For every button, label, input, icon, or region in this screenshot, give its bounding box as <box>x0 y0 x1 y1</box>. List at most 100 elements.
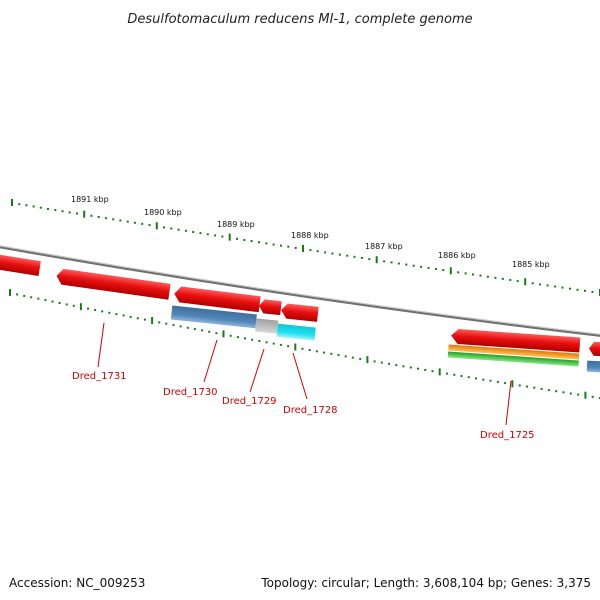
inner-minor-tick <box>475 377 477 380</box>
inner-minor-tick <box>496 380 499 383</box>
outer-minor-tick <box>97 216 100 218</box>
inner-minor-tick <box>446 372 448 375</box>
outer-major-tick <box>524 278 527 286</box>
scale-label-1889: 1889 kbp <box>217 220 255 229</box>
outer-minor-tick <box>434 268 437 270</box>
feature-bar-orange[interactable] <box>448 344 580 360</box>
gene-arrow-dred-1728[interactable] <box>280 303 319 322</box>
outer-minor-tick <box>531 282 534 285</box>
outer-minor-tick <box>141 222 144 225</box>
outer-major-tick <box>83 210 86 218</box>
outer-minor-tick <box>412 264 415 267</box>
leader-line-dred-1730 <box>203 339 218 383</box>
inner-minor-tick <box>108 311 111 314</box>
inner-minor-tick <box>555 390 558 393</box>
inner-minor-tick <box>467 376 470 379</box>
outer-minor-tick <box>199 232 202 235</box>
inner-minor-tick <box>330 352 333 355</box>
inner-minor-tick <box>424 369 427 371</box>
outer-minor-tick <box>420 265 423 268</box>
outer-minor-tick <box>112 218 115 221</box>
feature-bar-blue-edge[interactable] <box>586 360 600 373</box>
inner-minor-tick <box>172 324 175 327</box>
outer-minor-tick <box>47 207 49 210</box>
inner-minor-tick <box>337 354 340 357</box>
gene-label-dred-1725[interactable]: Dred_1725 <box>480 430 535 441</box>
genome-backbone <box>0 245 600 337</box>
feature-track <box>170 305 600 373</box>
outer-minor-tick <box>331 252 334 255</box>
inner-minor-tick <box>58 302 61 304</box>
outer-minor-tick <box>554 285 557 288</box>
outer-minor-tick <box>133 221 136 224</box>
inner-minor-tick <box>165 322 168 325</box>
inner-minor-tick <box>431 370 434 373</box>
inner-major-tick <box>366 356 369 364</box>
inner-minor-tick <box>489 379 492 382</box>
inner-minor-tick <box>72 304 75 307</box>
gene-label-dred-1731[interactable]: Dred_1731 <box>72 371 127 382</box>
inner-minor-tick <box>526 385 528 388</box>
feature-bar-cyan[interactable] <box>276 323 316 341</box>
inner-minor-tick <box>136 317 139 320</box>
outer-scale-track: 1891 kbp 1890 kbp 1889 kbp 1888 kbp 1887… <box>11 195 600 296</box>
outer-minor-tick <box>397 262 400 265</box>
outer-minor-tick <box>265 242 268 245</box>
outer-minor-tick <box>206 233 209 236</box>
outer-minor-tick <box>250 240 253 243</box>
inner-major-tick <box>584 391 587 399</box>
outer-minor-tick <box>338 253 341 256</box>
gene-arrow-dred-1729[interactable] <box>258 299 282 316</box>
outer-minor-tick <box>76 212 78 215</box>
gene-arrow-dred-1730[interactable] <box>173 286 261 313</box>
inner-minor-tick <box>388 362 391 365</box>
outer-minor-tick <box>346 254 349 257</box>
gene-label-dred-1729[interactable]: Dred_1729 <box>222 396 277 407</box>
inner-major-tick <box>9 289 11 296</box>
outer-minor-tick <box>486 275 489 278</box>
outer-minor-tick <box>584 289 586 292</box>
leader-line-dred-1731 <box>97 322 105 368</box>
inner-minor-tick <box>308 349 311 351</box>
inner-minor-tick <box>279 343 282 346</box>
outer-minor-tick <box>272 243 275 246</box>
scale-label-1891: 1891 kbp <box>71 195 109 204</box>
inner-major-tick <box>79 303 82 311</box>
outer-minor-tick <box>104 217 107 220</box>
scale-label-1890: 1890 kbp <box>144 208 182 217</box>
feature-bar-gray[interactable] <box>255 318 279 334</box>
inner-minor-tick <box>23 294 26 297</box>
inner-minor-tick <box>482 378 485 381</box>
outer-minor-tick <box>214 234 217 237</box>
gene-label-dred-1730[interactable]: Dred_1730 <box>163 387 218 398</box>
feature-bars-dred-1725 <box>447 344 580 367</box>
scale-label-1887: 1887 kbp <box>365 242 403 251</box>
inner-minor-tick <box>251 338 254 341</box>
gene-arrow[interactable] <box>0 254 41 277</box>
leader-line-dred-1725 <box>505 380 512 426</box>
inner-minor-tick <box>30 296 33 299</box>
outer-minor-tick <box>324 251 327 254</box>
feature-bar-green[interactable] <box>447 351 579 367</box>
gene-arrow-dred-1731[interactable] <box>55 268 171 300</box>
inner-minor-tick <box>244 337 246 340</box>
feature-bar-blue[interactable] <box>170 305 257 329</box>
inner-major-tick <box>438 368 441 376</box>
outer-minor-tick <box>479 274 482 277</box>
outer-major-tick <box>449 267 452 275</box>
inner-minor-tick <box>193 328 196 331</box>
inner-major-tick <box>222 330 225 338</box>
outer-minor-tick <box>18 203 21 206</box>
outer-major-tick <box>155 222 158 230</box>
outer-minor-tick <box>472 273 474 276</box>
inner-minor-tick <box>533 386 536 389</box>
inner-minor-tick <box>258 340 261 342</box>
inner-minor-tick <box>453 373 456 376</box>
gene-label-dred-1728[interactable]: Dred_1728 <box>283 405 338 416</box>
inner-minor-tick <box>417 367 419 370</box>
outer-minor-tick <box>464 272 467 275</box>
gene-arrow-dred-1725[interactable] <box>451 329 581 353</box>
gene-arrow[interactable] <box>589 341 600 357</box>
inner-minor-tick <box>287 345 290 348</box>
